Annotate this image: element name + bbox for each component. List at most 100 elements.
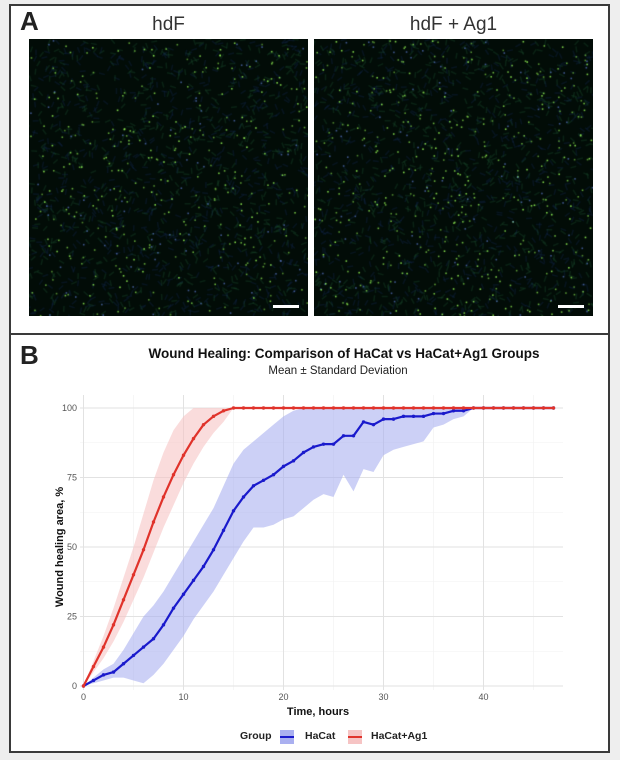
- data-point-hacat-ag1: [271, 406, 276, 410]
- data-point-hacat-ag1: [341, 406, 346, 410]
- data-point-hacat: [171, 606, 176, 610]
- data-point-hacat: [231, 509, 236, 513]
- data-point-hacat: [261, 478, 266, 482]
- data-point-hacat: [211, 548, 216, 552]
- data-point-hacat-ag1: [141, 548, 146, 552]
- micrograph-hdf: [29, 39, 308, 316]
- micrograph-hdf-ag1-canvas: [314, 39, 593, 316]
- data-point-hacat: [91, 678, 96, 683]
- panel-b-label: B: [20, 340, 39, 370]
- data-point-hacat-ag1: [151, 520, 156, 524]
- data-point-hacat-ag1: [401, 406, 406, 410]
- data-point-hacat-ag1: [171, 473, 176, 477]
- data-point-hacat-ag1: [531, 406, 536, 410]
- data-point-hacat: [311, 445, 316, 449]
- data-point-hacat: [181, 592, 186, 596]
- micrograph-hdf-ag1: [314, 39, 593, 316]
- data-point-hacat: [281, 464, 286, 469]
- data-point-hacat-ag1: [391, 406, 396, 410]
- data-point-hacat-ag1: [91, 664, 96, 669]
- data-point-hacat: [191, 578, 196, 583]
- data-point-hacat-ag1: [261, 406, 266, 410]
- image-title-hdf: hdF: [152, 14, 185, 35]
- data-point-hacat-ag1: [421, 406, 426, 410]
- legend-label-hacat-ag1: HaCat+Ag1: [371, 730, 427, 742]
- data-point-hacat-ag1: [161, 495, 166, 499]
- data-point-hacat-ag1: [281, 406, 286, 410]
- panel-a-label: A: [20, 6, 39, 36]
- data-point-hacat: [321, 442, 326, 446]
- panel-separator: [9, 333, 610, 335]
- x-tick-label: 20: [278, 692, 288, 702]
- scale-bar: [273, 305, 299, 308]
- data-point-hacat-ag1: [231, 406, 236, 410]
- data-point-hacat: [291, 459, 296, 463]
- data-point-hacat-ag1: [381, 406, 386, 410]
- data-point-hacat: [151, 637, 156, 641]
- data-point-hacat: [341, 434, 346, 438]
- legend-title: Group: [240, 730, 272, 742]
- y-tick-label: 100: [62, 403, 77, 413]
- data-point-hacat-ag1: [441, 406, 446, 410]
- data-point-hacat: [141, 645, 146, 649]
- data-point-hacat: [391, 417, 396, 421]
- data-point-hacat: [361, 420, 366, 424]
- x-tick-label: 30: [378, 692, 388, 702]
- data-point-hacat-ag1: [451, 406, 456, 410]
- data-point-hacat-ag1: [411, 406, 416, 410]
- data-point-hacat: [271, 473, 276, 477]
- data-point-hacat-ag1: [471, 406, 476, 410]
- data-point-hacat-ag1: [201, 422, 206, 427]
- data-point-hacat: [431, 411, 436, 416]
- y-tick-label: 25: [67, 612, 77, 622]
- data-point-hacat-ag1: [361, 406, 366, 410]
- x-tick-label: 0: [81, 692, 86, 702]
- data-point-hacat: [381, 417, 386, 421]
- legend: Group HaCat HaCat+Ag1: [240, 730, 427, 744]
- scale-bar: [558, 305, 584, 308]
- micrograph-hdf-canvas: [29, 39, 308, 316]
- data-point-hacat-ag1: [321, 406, 326, 410]
- data-point-hacat: [371, 422, 376, 427]
- data-point-hacat: [161, 623, 166, 627]
- data-point-hacat-ag1: [191, 436, 196, 441]
- image-title-hdf-ag1: hdF + Ag1: [409, 14, 498, 35]
- data-point-hacat-ag1: [481, 406, 486, 410]
- y-tick-label: 50: [67, 542, 77, 552]
- data-point-hacat: [221, 528, 226, 533]
- data-point-hacat-ag1: [251, 406, 256, 410]
- data-point-hacat: [451, 409, 456, 413]
- data-point-hacat: [461, 409, 466, 413]
- data-point-hacat: [241, 495, 246, 499]
- data-point-hacat: [411, 414, 416, 419]
- data-point-hacat-ag1: [211, 414, 216, 419]
- data-point-hacat-ag1: [111, 623, 116, 627]
- chart-title: Wound Healing: Comparison of HaCat vs Ha…: [149, 346, 540, 361]
- data-point-hacat: [121, 662, 126, 666]
- data-point-hacat-ag1: [461, 406, 466, 410]
- data-point-hacat-ag1: [501, 406, 506, 410]
- data-point-hacat-ag1: [181, 453, 186, 457]
- data-point-hacat-ag1: [241, 406, 246, 410]
- data-point-hacat-ag1: [431, 406, 436, 410]
- data-point-hacat: [111, 670, 116, 674]
- data-point-hacat-ag1: [301, 406, 306, 410]
- data-point-hacat-ag1: [551, 406, 556, 410]
- data-point-hacat: [351, 434, 356, 438]
- data-point-hacat-ag1: [371, 406, 376, 410]
- data-point-hacat: [331, 442, 336, 446]
- legend-label-hacat: HaCat: [305, 730, 336, 742]
- data-point-hacat-ag1: [221, 409, 226, 413]
- data-point-hacat-ag1: [121, 598, 126, 602]
- chart-subtitle: Mean ± Standard Deviation: [268, 365, 407, 377]
- data-point-hacat-ag1: [291, 406, 296, 410]
- data-point-hacat-ag1: [511, 406, 516, 410]
- data-point-hacat-ag1: [311, 406, 316, 410]
- data-point-hacat-ag1: [101, 645, 106, 649]
- x-tick-label: 10: [178, 692, 188, 702]
- data-point-hacat: [201, 564, 206, 569]
- x-tick-label: 40: [478, 692, 488, 702]
- data-point-hacat-ag1: [521, 406, 526, 410]
- y-tick-label: 75: [67, 473, 77, 483]
